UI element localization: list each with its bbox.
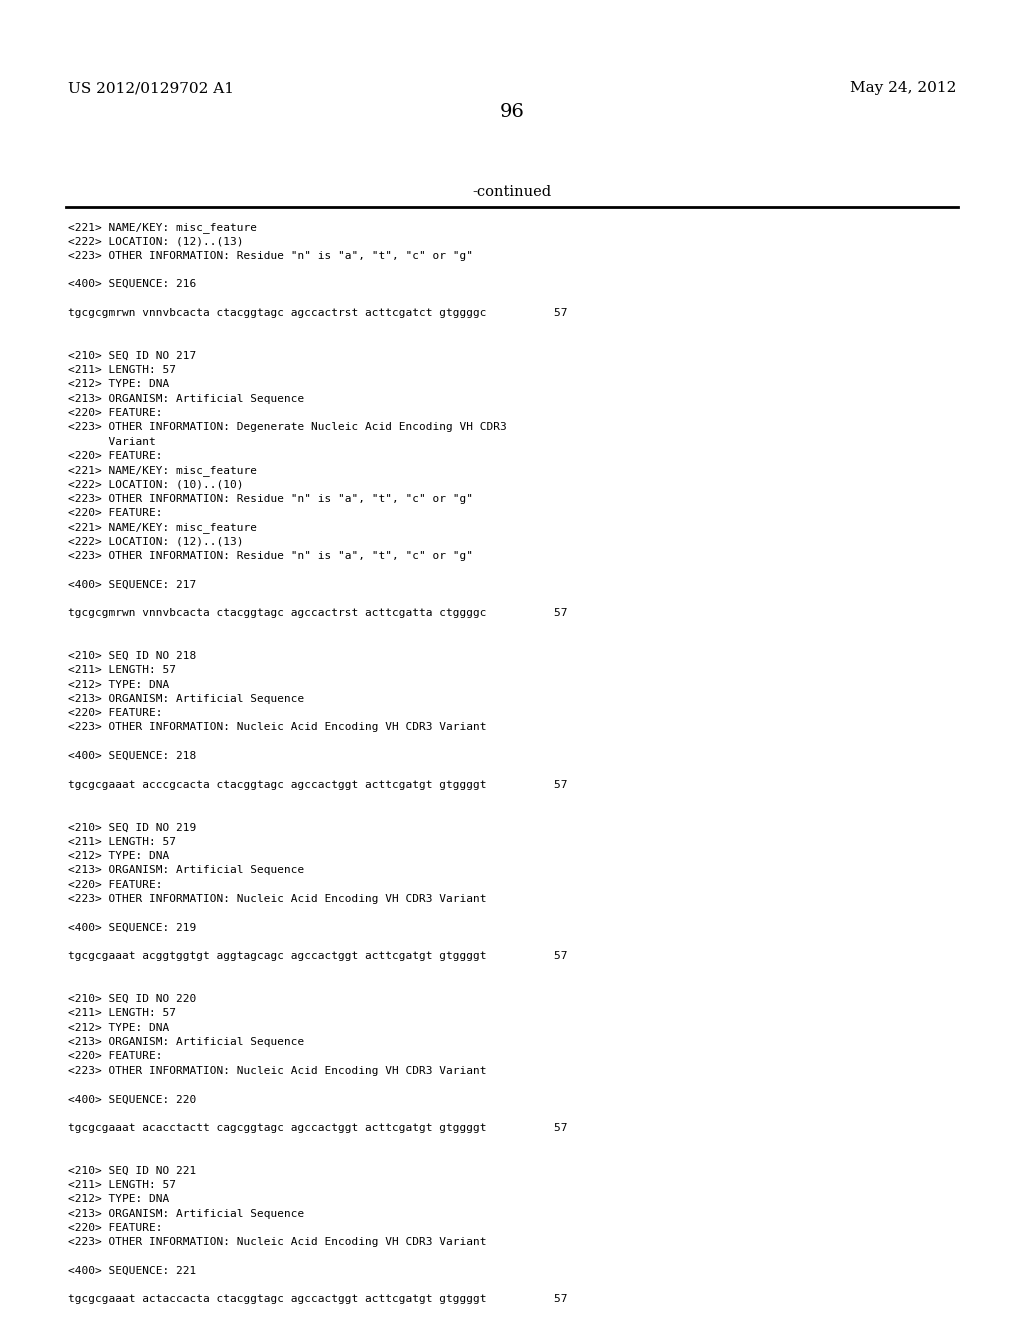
Text: <400> SEQUENCE: 221: <400> SEQUENCE: 221 bbox=[68, 1266, 197, 1276]
Text: <210> SEQ ID NO 217: <210> SEQ ID NO 217 bbox=[68, 351, 197, 360]
Text: <223> OTHER INFORMATION: Nucleic Acid Encoding VH CDR3 Variant: <223> OTHER INFORMATION: Nucleic Acid En… bbox=[68, 1237, 486, 1247]
Text: tgcgcgaaat acacctactt cagcggtagc agccactggt acttcgatgt gtggggt          57: tgcgcgaaat acacctactt cagcggtagc agccact… bbox=[68, 1123, 567, 1133]
Text: <210> SEQ ID NO 219: <210> SEQ ID NO 219 bbox=[68, 822, 197, 833]
Text: tgcgcgaaat actaccacta ctacggtagc agccactggt acttcgatgt gtggggt          57: tgcgcgaaat actaccacta ctacggtagc agccact… bbox=[68, 1295, 567, 1304]
Text: <220> FEATURE:: <220> FEATURE: bbox=[68, 709, 163, 718]
Text: <221> NAME/KEY: misc_feature: <221> NAME/KEY: misc_feature bbox=[68, 523, 257, 533]
Text: <220> FEATURE:: <220> FEATURE: bbox=[68, 508, 163, 517]
Text: tgcgcgmrwn vnnvbcacta ctacggtagc agccactrst acttcgatta ctggggc          57: tgcgcgmrwn vnnvbcacta ctacggtagc agccact… bbox=[68, 609, 567, 618]
Text: <223> OTHER INFORMATION: Degenerate Nucleic Acid Encoding VH CDR3: <223> OTHER INFORMATION: Degenerate Nucl… bbox=[68, 422, 507, 432]
Text: tgcgcgaaat acggtggtgt aggtagcagc agccactggt acttcgatgt gtggggt          57: tgcgcgaaat acggtggtgt aggtagcagc agccact… bbox=[68, 952, 567, 961]
Text: <222> LOCATION: (12)..(13): <222> LOCATION: (12)..(13) bbox=[68, 236, 244, 247]
Text: <212> TYPE: DNA: <212> TYPE: DNA bbox=[68, 851, 169, 861]
Text: <220> FEATURE:: <220> FEATURE: bbox=[68, 1224, 163, 1233]
Text: US 2012/0129702 A1: US 2012/0129702 A1 bbox=[68, 81, 234, 95]
Text: <212> TYPE: DNA: <212> TYPE: DNA bbox=[68, 379, 169, 389]
Text: <220> FEATURE:: <220> FEATURE: bbox=[68, 880, 163, 890]
Text: <222> LOCATION: (10)..(10): <222> LOCATION: (10)..(10) bbox=[68, 479, 244, 490]
Text: <220> FEATURE:: <220> FEATURE: bbox=[68, 451, 163, 461]
Text: <400> SEQUENCE: 216: <400> SEQUENCE: 216 bbox=[68, 280, 197, 289]
Text: Variant: Variant bbox=[68, 437, 156, 446]
Text: -continued: -continued bbox=[472, 185, 552, 199]
Text: <221> NAME/KEY: misc_feature: <221> NAME/KEY: misc_feature bbox=[68, 222, 257, 232]
Text: tgcgcgmrwn vnnvbcacta ctacggtagc agccactrst acttcgatct gtggggc          57: tgcgcgmrwn vnnvbcacta ctacggtagc agccact… bbox=[68, 308, 567, 318]
Text: <213> ORGANISM: Artificial Sequence: <213> ORGANISM: Artificial Sequence bbox=[68, 1038, 304, 1047]
Text: <400> SEQUENCE: 218: <400> SEQUENCE: 218 bbox=[68, 751, 197, 762]
Text: May 24, 2012: May 24, 2012 bbox=[850, 81, 956, 95]
Text: <211> LENGTH: 57: <211> LENGTH: 57 bbox=[68, 837, 176, 847]
Text: <220> FEATURE:: <220> FEATURE: bbox=[68, 1052, 163, 1061]
Text: <213> ORGANISM: Artificial Sequence: <213> ORGANISM: Artificial Sequence bbox=[68, 694, 304, 704]
Text: tgcgcgaaat acccgcacta ctacggtagc agccactggt acttcgatgt gtggggt          57: tgcgcgaaat acccgcacta ctacggtagc agccact… bbox=[68, 780, 567, 789]
Text: <212> TYPE: DNA: <212> TYPE: DNA bbox=[68, 1195, 169, 1204]
Text: <213> ORGANISM: Artificial Sequence: <213> ORGANISM: Artificial Sequence bbox=[68, 1209, 304, 1218]
Text: <223> OTHER INFORMATION: Residue "n" is "a", "t", "c" or "g": <223> OTHER INFORMATION: Residue "n" is … bbox=[68, 494, 473, 504]
Text: <211> LENGTH: 57: <211> LENGTH: 57 bbox=[68, 1008, 176, 1019]
Text: <211> LENGTH: 57: <211> LENGTH: 57 bbox=[68, 1180, 176, 1191]
Text: <223> OTHER INFORMATION: Residue "n" is "a", "t", "c" or "g": <223> OTHER INFORMATION: Residue "n" is … bbox=[68, 550, 473, 561]
Text: <212> TYPE: DNA: <212> TYPE: DNA bbox=[68, 680, 169, 689]
Text: <223> OTHER INFORMATION: Nucleic Acid Encoding VH CDR3 Variant: <223> OTHER INFORMATION: Nucleic Acid En… bbox=[68, 1065, 486, 1076]
Text: <221> NAME/KEY: misc_feature: <221> NAME/KEY: misc_feature bbox=[68, 465, 257, 477]
Text: <211> LENGTH: 57: <211> LENGTH: 57 bbox=[68, 366, 176, 375]
Text: <212> TYPE: DNA: <212> TYPE: DNA bbox=[68, 1023, 169, 1032]
Text: 96: 96 bbox=[500, 103, 524, 121]
Text: <210> SEQ ID NO 221: <210> SEQ ID NO 221 bbox=[68, 1166, 197, 1176]
Text: <400> SEQUENCE: 219: <400> SEQUENCE: 219 bbox=[68, 923, 197, 933]
Text: <213> ORGANISM: Artificial Sequence: <213> ORGANISM: Artificial Sequence bbox=[68, 393, 304, 404]
Text: <400> SEQUENCE: 217: <400> SEQUENCE: 217 bbox=[68, 579, 197, 590]
Text: <213> ORGANISM: Artificial Sequence: <213> ORGANISM: Artificial Sequence bbox=[68, 866, 304, 875]
Text: <223> OTHER INFORMATION: Nucleic Acid Encoding VH CDR3 Variant: <223> OTHER INFORMATION: Nucleic Acid En… bbox=[68, 722, 486, 733]
Text: <210> SEQ ID NO 218: <210> SEQ ID NO 218 bbox=[68, 651, 197, 661]
Text: <223> OTHER INFORMATION: Nucleic Acid Encoding VH CDR3 Variant: <223> OTHER INFORMATION: Nucleic Acid En… bbox=[68, 894, 486, 904]
Text: <222> LOCATION: (12)..(13): <222> LOCATION: (12)..(13) bbox=[68, 537, 244, 546]
Text: <223> OTHER INFORMATION: Residue "n" is "a", "t", "c" or "g": <223> OTHER INFORMATION: Residue "n" is … bbox=[68, 251, 473, 260]
Text: <400> SEQUENCE: 220: <400> SEQUENCE: 220 bbox=[68, 1094, 197, 1105]
Text: <220> FEATURE:: <220> FEATURE: bbox=[68, 408, 163, 418]
Text: <211> LENGTH: 57: <211> LENGTH: 57 bbox=[68, 665, 176, 676]
Text: <210> SEQ ID NO 220: <210> SEQ ID NO 220 bbox=[68, 994, 197, 1005]
